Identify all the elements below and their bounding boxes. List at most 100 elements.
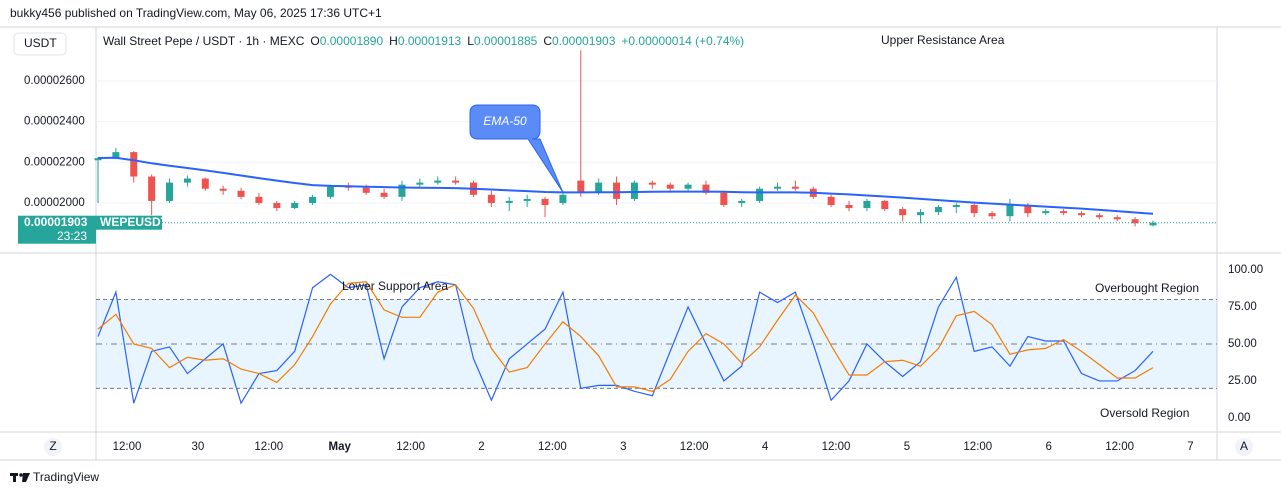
candle-body bbox=[219, 188, 227, 191]
candle-body bbox=[94, 158, 102, 161]
candle-body bbox=[1077, 213, 1085, 216]
x-tick-label: 12:00 bbox=[113, 441, 142, 453]
candle-body bbox=[702, 184, 710, 193]
brand: TradingView bbox=[33, 470, 99, 484]
candle-body bbox=[970, 205, 978, 214]
candle-body bbox=[1024, 205, 1032, 214]
candle-body bbox=[630, 182, 638, 199]
x-tick-label: 4 bbox=[762, 441, 769, 453]
candle-body bbox=[738, 200, 746, 203]
ohlc-key: C bbox=[543, 34, 552, 48]
candle-body bbox=[1149, 222, 1157, 226]
candle-body bbox=[523, 198, 531, 201]
ema-callout-label: EMA-50 bbox=[483, 114, 527, 128]
ohlc-value: 0.00001890 bbox=[320, 34, 384, 48]
ohlc-value: 0.00001913 bbox=[398, 34, 462, 48]
price-change: +0.00000014 (+0.74%) bbox=[621, 34, 744, 48]
candle-body bbox=[917, 212, 925, 216]
annotation: Upper Resistance Area bbox=[881, 33, 1005, 47]
candle-body bbox=[380, 192, 388, 197]
candle-body bbox=[505, 200, 513, 203]
candle-body bbox=[845, 205, 853, 209]
ohlc-key: L bbox=[467, 34, 474, 48]
symbol-title: Wall Street Pepe / USDT · 1h · MEXC bbox=[103, 34, 305, 48]
candle-body bbox=[183, 178, 191, 183]
ema-line bbox=[97, 156, 1154, 215]
candle-body bbox=[148, 176, 156, 201]
x-tick-label: 12:00 bbox=[680, 441, 709, 453]
y-tick-label: 0.00 bbox=[1228, 412, 1250, 424]
oscillator-line bbox=[97, 273, 1154, 405]
tv-logo bbox=[10, 473, 30, 482]
auto-button-label: A bbox=[1240, 439, 1248, 453]
price-label-bg bbox=[18, 215, 96, 244]
symbol-label: WEPEUSDT bbox=[100, 215, 169, 229]
y-tick-label: 0.00002200 bbox=[24, 156, 85, 168]
annotation: Oversold Region bbox=[1100, 406, 1189, 420]
oscillator-line bbox=[97, 281, 1154, 392]
y-tick-label: 0.00002400 bbox=[24, 116, 85, 128]
annotation: Lower Support Area bbox=[342, 279, 448, 293]
x-tick-label: 12:00 bbox=[963, 441, 992, 453]
currency-button[interactable] bbox=[13, 32, 67, 56]
candle-body bbox=[362, 187, 370, 193]
ohlc-key: O bbox=[310, 34, 319, 48]
candle-body bbox=[827, 196, 835, 206]
ohlc-key: H bbox=[389, 34, 398, 48]
candle-body bbox=[541, 198, 549, 206]
candle-body bbox=[666, 184, 674, 189]
candle-body bbox=[487, 194, 495, 203]
candle-body bbox=[577, 180, 585, 193]
candle-body bbox=[166, 182, 174, 201]
candle-body bbox=[112, 152, 120, 159]
candle-body bbox=[934, 207, 942, 213]
candle-body bbox=[648, 182, 656, 185]
candle-body bbox=[756, 188, 764, 201]
y-tick-label: 75.00 bbox=[1228, 301, 1257, 313]
ohlc-value: 0.00001885 bbox=[474, 34, 538, 48]
candle-body bbox=[398, 184, 406, 197]
x-tick-label: 30 bbox=[192, 441, 205, 453]
ema-callout bbox=[469, 104, 564, 193]
log-button-label: Z bbox=[49, 439, 56, 453]
candle-body bbox=[255, 196, 263, 203]
candle-body bbox=[416, 182, 424, 185]
candle-body bbox=[130, 152, 138, 177]
annotation: Overbought Region bbox=[1095, 281, 1199, 295]
candle-body bbox=[613, 182, 621, 199]
candle-body bbox=[1006, 205, 1014, 217]
candle-body bbox=[452, 180, 460, 183]
candle-body bbox=[899, 209, 907, 216]
x-tick-label: 7 bbox=[1187, 441, 1193, 453]
log-button[interactable] bbox=[44, 438, 62, 456]
y-tick-label: 100.00 bbox=[1228, 264, 1263, 276]
x-tick-label: 12:00 bbox=[254, 441, 283, 453]
candle-body bbox=[273, 202, 281, 209]
candle-body bbox=[595, 182, 603, 193]
candle-body bbox=[720, 192, 728, 206]
publisher-line: bukky456 published on TradingView.com, M… bbox=[10, 6, 382, 20]
candle-body bbox=[326, 186, 334, 197]
x-tick-label: 12:00 bbox=[1105, 441, 1134, 453]
candle-body bbox=[881, 200, 889, 210]
x-tick-label: 12:00 bbox=[538, 441, 567, 453]
auto-button[interactable] bbox=[1235, 438, 1253, 456]
candle-body bbox=[863, 200, 871, 209]
ohlc-value: 0.00001903 bbox=[552, 34, 616, 48]
currency-label: USDT bbox=[24, 36, 57, 50]
x-tick-label: 2 bbox=[478, 441, 484, 453]
candle-body bbox=[1113, 217, 1121, 220]
x-tick-label: 5 bbox=[904, 441, 910, 453]
candle-body bbox=[1095, 215, 1103, 218]
y-tick-label: 25.00 bbox=[1228, 375, 1257, 387]
candle-body bbox=[1060, 211, 1068, 214]
candle-body bbox=[291, 202, 299, 209]
last-price-label: 0.00001903 bbox=[24, 215, 88, 229]
candle-body bbox=[559, 194, 567, 203]
x-tick-label: 12:00 bbox=[822, 441, 851, 453]
candle-body bbox=[237, 190, 245, 197]
candle-body bbox=[684, 184, 692, 189]
candle-body bbox=[1042, 211, 1050, 214]
